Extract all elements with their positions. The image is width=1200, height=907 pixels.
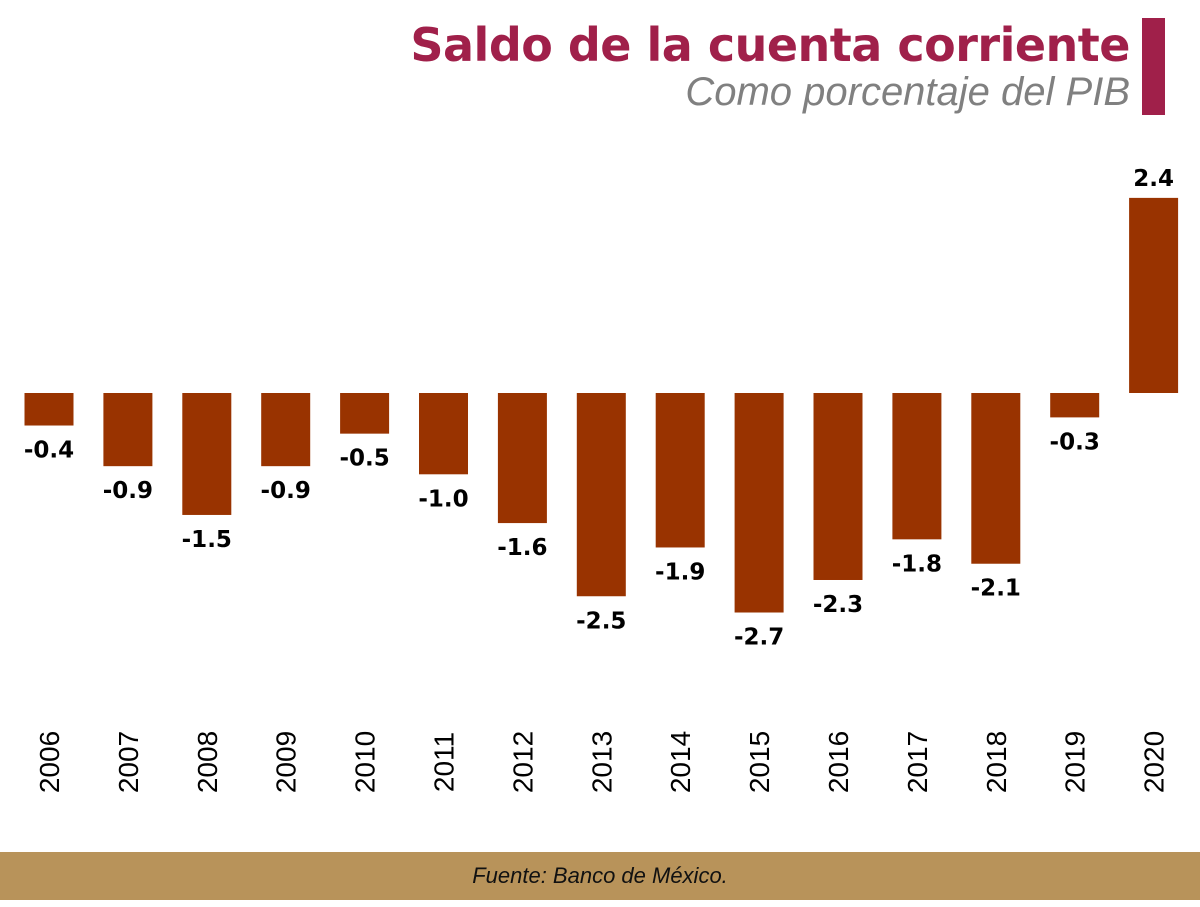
bar-2019: [1050, 393, 1100, 418]
data-label: -2.3: [813, 592, 863, 618]
x-tick-label: 2008: [192, 731, 223, 793]
chart-subtitle: Como porcentaje del PIB: [685, 70, 1130, 114]
bar-2018: [971, 393, 1021, 564]
footer-band: Fuente: Banco de México.: [0, 852, 1200, 900]
bar-2017: [892, 393, 942, 540]
data-label: 2.4: [1133, 166, 1174, 192]
x-tick-label: 2014: [665, 731, 696, 793]
data-label: -0.4: [24, 438, 74, 464]
x-tick-label: 2009: [271, 731, 302, 793]
bar-chart: -0.4 2006 -0.9 2007 -1.5 2008 -0.9 2009 -0.5 2010…: [24, 166, 1179, 793]
x-tick-label: 2007: [113, 731, 144, 793]
chart-title: Saldo de la cuenta corriente: [410, 18, 1130, 72]
data-label: -1.5: [182, 527, 232, 553]
bar-2012: [497, 393, 547, 524]
bar-2008: [182, 393, 232, 515]
bar-2016: [813, 393, 863, 580]
bar-2011: [419, 393, 468, 475]
x-tick-label: 2015: [744, 731, 775, 793]
x-tick-label: 2016: [823, 731, 854, 793]
data-label: -1.8: [892, 551, 942, 577]
x-tick-label: 2017: [902, 731, 933, 793]
data-label: -0.5: [339, 446, 389, 472]
data-label: -1.6: [497, 535, 547, 561]
bar-2014: [655, 393, 705, 548]
data-label: -2.5: [576, 608, 626, 634]
source-note: Fuente: Banco de México.: [472, 863, 728, 888]
x-tick-label: 2006: [34, 731, 65, 793]
x-tick-label: 2012: [507, 731, 538, 793]
data-label: -2.1: [971, 576, 1021, 602]
bar-2006: [24, 393, 74, 426]
bar-2009: [261, 393, 311, 467]
data-label: -0.3: [1050, 429, 1100, 455]
data-label: -1.9: [655, 559, 705, 585]
data-label: -0.9: [103, 478, 153, 504]
x-tick-label: 2018: [981, 731, 1012, 793]
bar-2020: [1129, 197, 1179, 393]
data-label: -1.0: [418, 486, 468, 512]
bar-2015: [734, 393, 784, 613]
x-tick-label: 2010: [350, 731, 381, 793]
x-tick-label: 2011: [429, 732, 460, 792]
bar-2007: [103, 393, 153, 467]
x-tick-label: 2019: [1060, 731, 1091, 793]
x-tick-label: 2020: [1139, 731, 1170, 793]
bar-2013: [576, 393, 626, 597]
x-tick-label: 2013: [586, 731, 617, 793]
data-label: -2.7: [734, 625, 784, 651]
data-label: -0.9: [261, 478, 311, 504]
title-accent-bar: [1142, 18, 1165, 115]
bar-2010: [340, 393, 390, 434]
